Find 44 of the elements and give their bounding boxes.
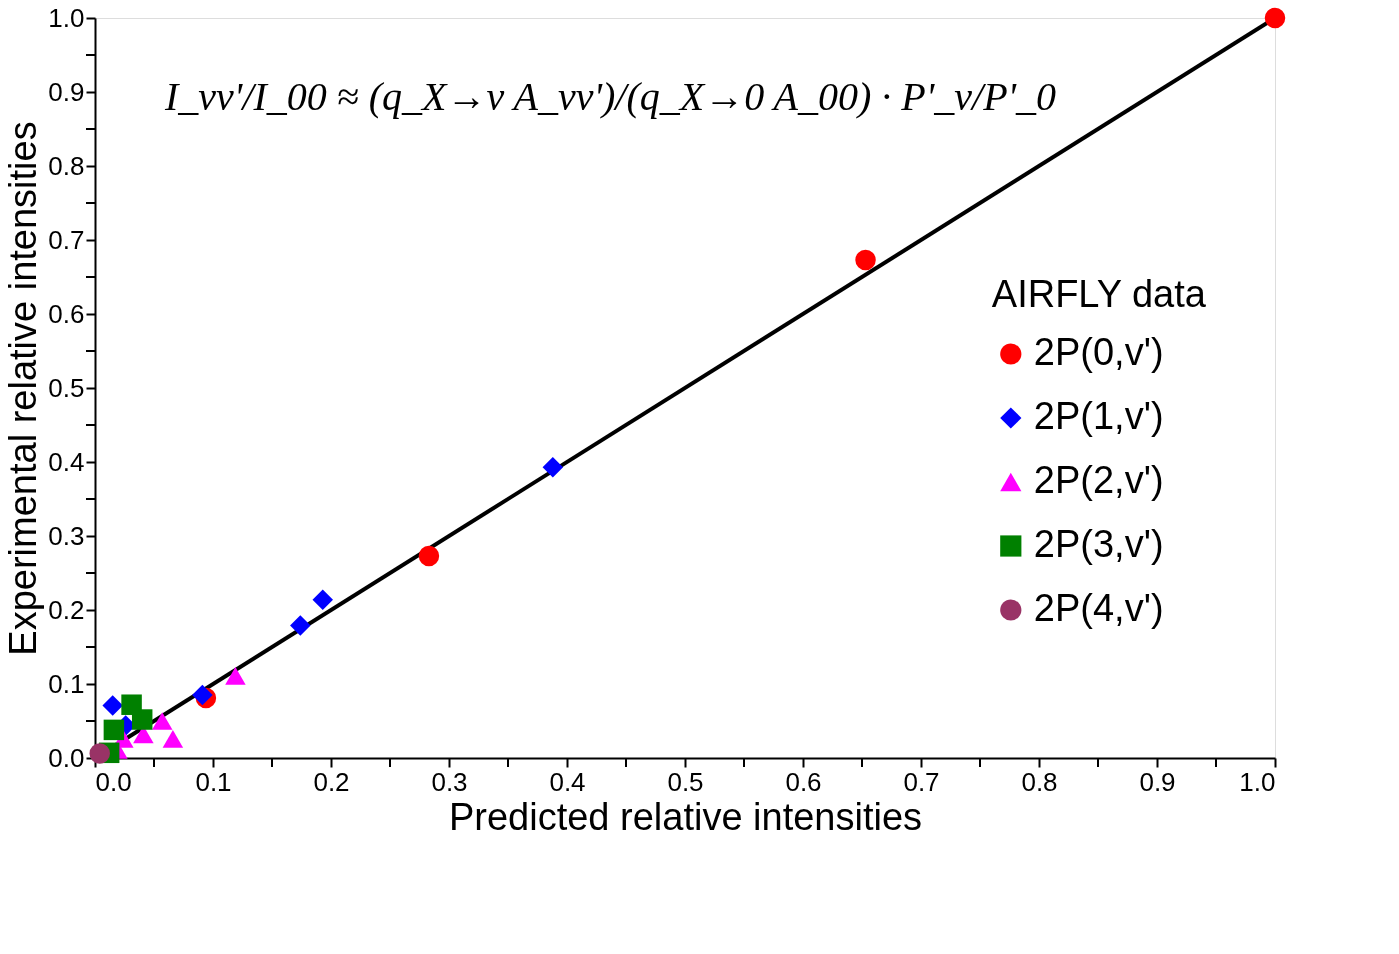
point	[855, 249, 876, 271]
y-tick-label: 0.4	[48, 446, 85, 477]
legend-label: 2P(0,v')	[1033, 331, 1164, 373]
x-tick-label: 0.7	[903, 766, 940, 797]
y-tick-label: 0.3	[48, 520, 85, 551]
y-tick-label: 0.9	[48, 76, 85, 107]
y-tick-label: 0.6	[48, 298, 85, 329]
point	[103, 719, 125, 741]
point	[131, 709, 153, 730]
y-tick-label: 0.5	[48, 372, 85, 403]
x-tick-label: 1.0	[1239, 766, 1276, 797]
legend-title: AIRFLY data	[991, 273, 1207, 315]
point	[312, 589, 333, 610]
point	[1264, 7, 1286, 29]
x-tick-label: 0.6	[785, 766, 822, 797]
annotation: I_vv'/I_00 ≈ (q_X→v A_vv')/(q_X→0 A_00) · P'_v/P'_0	[164, 74, 1057, 119]
legend-label: 2P(2,v')	[1033, 459, 1164, 501]
y-tick-label: 0.0	[48, 742, 85, 773]
point	[152, 712, 173, 730]
point	[290, 615, 311, 636]
point	[418, 545, 440, 567]
x-tick-label: 0.4	[549, 766, 586, 797]
point	[225, 666, 246, 685]
x-tick-label: 0.8	[1021, 766, 1058, 797]
x-axis-title: Predicted relative intensities	[448, 795, 923, 838]
legend-label: 2P(3,v')	[1033, 523, 1164, 565]
legend-label: 2P(1,v')	[1033, 395, 1164, 437]
point	[89, 743, 110, 764]
y-tick-label: 0.2	[48, 594, 85, 625]
y-tick-label: 0.1	[48, 668, 85, 699]
y-tick-label: 0.7	[48, 224, 85, 255]
point	[102, 695, 123, 716]
y-tick-label: 1.0	[48, 2, 85, 33]
legend-label: 2P(4,v')	[1033, 587, 1164, 629]
point	[542, 456, 564, 478]
x-tick-label: 0.1	[195, 766, 232, 797]
x-tick-label: 0.9	[1139, 766, 1176, 797]
point	[162, 729, 184, 748]
y-axis-title: Experimental relative intensities	[2, 121, 45, 656]
x-tick-label: 0.0	[95, 766, 132, 797]
y-tick-label: 0.8	[48, 150, 85, 181]
x-tick-label: 0.2	[313, 766, 350, 797]
x-tick-label: 0.5	[667, 766, 704, 797]
x-tick-label: 0.3	[431, 766, 468, 797]
